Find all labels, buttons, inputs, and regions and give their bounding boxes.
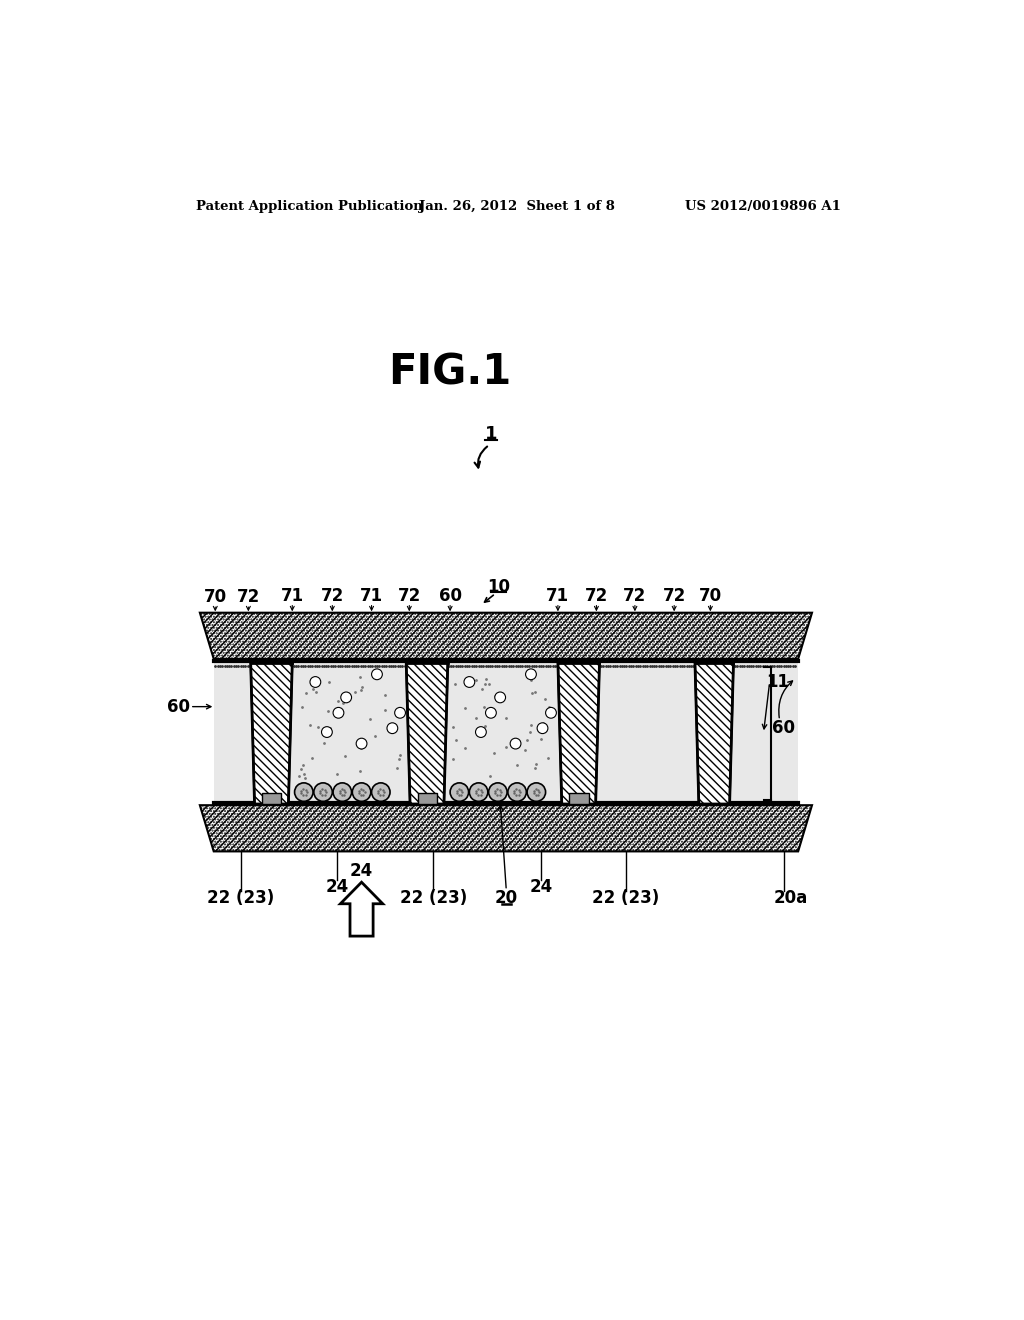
Circle shape	[295, 783, 313, 801]
Text: 70: 70	[204, 589, 227, 606]
Circle shape	[464, 677, 475, 688]
Text: 72: 72	[237, 589, 260, 606]
Bar	[418, 793, 437, 804]
Text: 72: 72	[585, 587, 608, 605]
Bar	[569, 793, 589, 804]
Text: 60: 60	[772, 719, 795, 737]
Text: 24: 24	[350, 862, 373, 879]
Polygon shape	[558, 663, 599, 804]
Text: 60: 60	[167, 698, 189, 715]
Text: 71: 71	[281, 587, 304, 605]
Circle shape	[372, 783, 390, 801]
Circle shape	[495, 692, 506, 702]
Polygon shape	[200, 612, 812, 659]
Text: 70: 70	[698, 587, 722, 605]
Text: 22 (23): 22 (23)	[399, 888, 467, 907]
Text: 22 (23): 22 (23)	[592, 888, 659, 907]
Text: FIG.1: FIG.1	[388, 351, 512, 393]
Circle shape	[525, 669, 537, 680]
Text: US 2012/0019896 A1: US 2012/0019896 A1	[685, 199, 841, 213]
Circle shape	[372, 669, 382, 680]
Circle shape	[356, 738, 367, 748]
Polygon shape	[251, 663, 292, 804]
Circle shape	[488, 783, 507, 801]
Circle shape	[469, 783, 487, 801]
Text: 1: 1	[484, 425, 498, 444]
Text: Patent Application Publication: Patent Application Publication	[196, 199, 423, 213]
Text: 71: 71	[360, 587, 383, 605]
Circle shape	[485, 708, 497, 718]
Text: 24: 24	[326, 878, 348, 896]
Circle shape	[394, 708, 406, 718]
Circle shape	[538, 723, 548, 734]
Circle shape	[451, 783, 469, 801]
Text: 11: 11	[766, 673, 788, 690]
Text: 10: 10	[487, 578, 510, 595]
Text: 20: 20	[495, 888, 518, 907]
Circle shape	[313, 783, 333, 801]
Text: 20a: 20a	[774, 888, 808, 907]
Circle shape	[341, 692, 351, 702]
Polygon shape	[695, 663, 733, 804]
Text: 72: 72	[397, 587, 421, 605]
Circle shape	[508, 783, 526, 801]
Text: 22 (23): 22 (23)	[207, 888, 274, 907]
Polygon shape	[200, 805, 812, 851]
Text: Jan. 26, 2012  Sheet 1 of 8: Jan. 26, 2012 Sheet 1 of 8	[419, 199, 615, 213]
Circle shape	[510, 738, 521, 748]
Circle shape	[333, 708, 344, 718]
Circle shape	[352, 783, 371, 801]
Bar	[262, 793, 282, 804]
Circle shape	[546, 708, 556, 718]
Text: 71: 71	[547, 587, 569, 605]
Text: 72: 72	[321, 587, 344, 605]
Circle shape	[387, 723, 397, 734]
Text: 72: 72	[663, 587, 686, 605]
Polygon shape	[407, 663, 447, 804]
Text: 24: 24	[529, 878, 553, 896]
Circle shape	[527, 783, 546, 801]
FancyArrow shape	[340, 882, 383, 936]
Text: 60: 60	[438, 587, 462, 605]
Circle shape	[310, 677, 321, 688]
Circle shape	[322, 726, 333, 738]
Circle shape	[333, 783, 351, 801]
Bar	[214, 663, 798, 804]
Text: 72: 72	[624, 587, 646, 605]
Circle shape	[475, 726, 486, 738]
